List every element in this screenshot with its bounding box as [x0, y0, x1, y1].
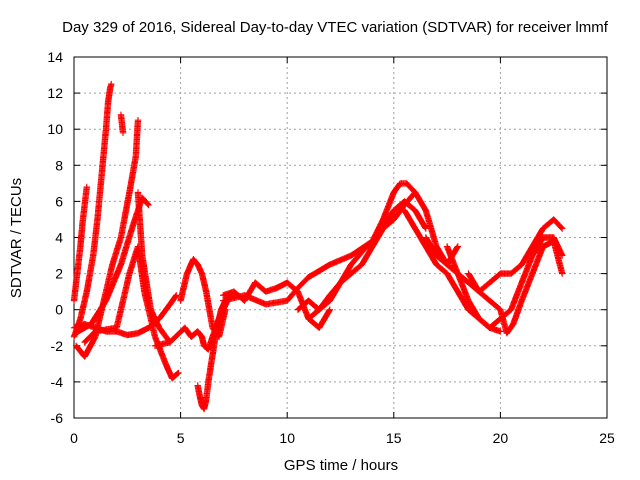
satellite-track-18: [443, 234, 566, 331]
series-layer: [70, 80, 566, 413]
x-tick-label: 25: [599, 430, 615, 446]
y-tick-label: 10: [47, 121, 63, 137]
tick-label-layer: 0 5 10 15 20 25 -6 -4 -2 0 2 4 6 8 10 12 14: [47, 49, 615, 446]
series-markers: [81, 243, 182, 382]
satellite-track-8: [81, 243, 182, 382]
y-tick-label: 6: [55, 193, 63, 209]
satellite-track-11: [194, 292, 235, 413]
satellite-track-4: [117, 111, 127, 136]
y-tick-label: -4: [51, 374, 64, 390]
x-tick-label: 15: [386, 430, 402, 446]
chart-title: Day 329 of 2016, Sidereal Day-to-day VTE…: [62, 19, 609, 36]
x-axis-label: GPS time / hours: [284, 457, 398, 474]
y-tick-label: -6: [51, 410, 64, 426]
y-axis-label: SDTVAR / TECUs: [8, 178, 25, 298]
series-markers: [443, 234, 566, 331]
y-tick-label: 0: [55, 302, 63, 318]
y-tick-label: 4: [55, 230, 63, 246]
satellite-track-1: [70, 183, 90, 304]
y-tick-label: 8: [55, 157, 63, 173]
x-tick-label: 0: [70, 430, 78, 446]
y-tick-label: 14: [47, 49, 63, 65]
series-markers: [465, 237, 566, 337]
series-markers: [294, 180, 419, 313]
series-markers: [194, 292, 235, 413]
series-markers: [72, 117, 142, 360]
satellite-track-2: [70, 80, 115, 340]
satellite-track-14: [294, 180, 419, 313]
y-tick-label: 2: [55, 266, 63, 282]
series-markers: [70, 80, 115, 340]
x-tick-label: 10: [279, 430, 295, 446]
x-tick-label: 20: [493, 430, 509, 446]
x-tick-label: 5: [177, 430, 185, 446]
satellite-track-19: [465, 237, 566, 337]
grid-layer: [74, 57, 607, 418]
y-tick-label: 12: [47, 85, 63, 101]
satellite-track-3: [72, 117, 142, 360]
series-markers: [70, 183, 90, 304]
y-tick-label: -2: [51, 338, 64, 354]
series-markers: [117, 111, 127, 136]
